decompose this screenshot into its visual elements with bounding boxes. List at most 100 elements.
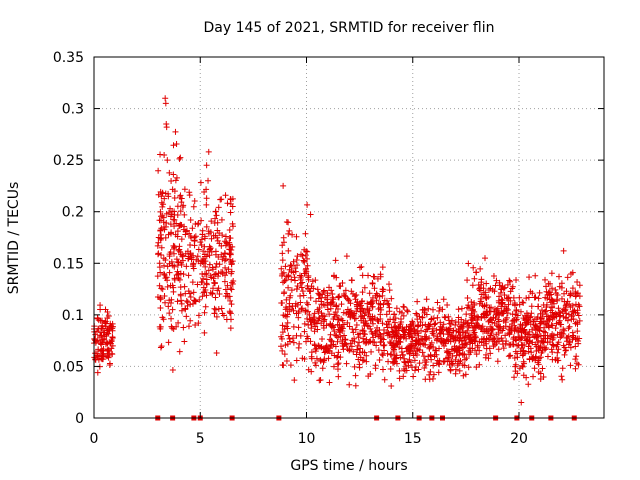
data-point bbox=[439, 306, 446, 313]
y-tick-label: 0.25 bbox=[53, 153, 84, 169]
data-point bbox=[505, 326, 512, 333]
data-point bbox=[553, 343, 560, 350]
data-point bbox=[365, 311, 372, 318]
data-point bbox=[356, 264, 363, 271]
data-point bbox=[536, 289, 543, 296]
data-point bbox=[283, 313, 290, 320]
data-point bbox=[202, 258, 209, 265]
data-point bbox=[187, 217, 194, 224]
data-point bbox=[556, 273, 563, 280]
data-point bbox=[392, 330, 399, 337]
data-point bbox=[501, 292, 508, 299]
data-point bbox=[341, 292, 348, 299]
data-point bbox=[449, 360, 456, 367]
data-point bbox=[401, 358, 408, 365]
data-point bbox=[213, 212, 220, 219]
data-point bbox=[357, 302, 364, 309]
data-point bbox=[179, 204, 186, 211]
data-point bbox=[489, 326, 496, 333]
data-point bbox=[285, 230, 292, 237]
data-point bbox=[467, 334, 474, 341]
data-point bbox=[300, 257, 307, 264]
data-point bbox=[452, 321, 459, 328]
data-point bbox=[490, 343, 497, 350]
data-point bbox=[469, 345, 476, 352]
data-point bbox=[356, 339, 363, 346]
data-point bbox=[92, 331, 99, 338]
data-point bbox=[418, 336, 425, 343]
data-point bbox=[544, 353, 551, 360]
data-point bbox=[222, 192, 229, 199]
data-point bbox=[293, 357, 300, 364]
data-point bbox=[502, 332, 509, 339]
data-point bbox=[535, 325, 542, 332]
data-point bbox=[401, 304, 408, 311]
data-point bbox=[396, 323, 403, 330]
data-point bbox=[104, 308, 111, 315]
data-point bbox=[280, 239, 287, 246]
data-point bbox=[229, 203, 236, 210]
data-point bbox=[351, 338, 358, 345]
data-point bbox=[465, 260, 472, 267]
data-point bbox=[201, 329, 208, 336]
data-point bbox=[334, 312, 341, 319]
data-point bbox=[109, 333, 116, 340]
data-point bbox=[456, 367, 463, 374]
data-point bbox=[452, 356, 459, 363]
data-point bbox=[174, 203, 181, 210]
data-point bbox=[294, 283, 301, 290]
data-point bbox=[289, 231, 296, 238]
data-point bbox=[529, 332, 536, 339]
data-point bbox=[312, 323, 319, 330]
data-point bbox=[171, 276, 178, 283]
data-point bbox=[226, 309, 233, 316]
data-point bbox=[414, 351, 420, 358]
data-point bbox=[455, 328, 462, 335]
data-point bbox=[293, 257, 300, 264]
data-point bbox=[570, 332, 577, 339]
data-point bbox=[461, 362, 468, 369]
data-point bbox=[380, 342, 387, 349]
data-point bbox=[311, 310, 318, 317]
data-point bbox=[162, 299, 169, 306]
data-point bbox=[157, 295, 164, 302]
data-point bbox=[372, 362, 379, 369]
data-point bbox=[200, 275, 207, 282]
data-point bbox=[436, 304, 443, 311]
data-point bbox=[541, 308, 548, 315]
data-point bbox=[108, 345, 115, 352]
data-point bbox=[471, 301, 478, 308]
data-point bbox=[504, 281, 511, 288]
data-point bbox=[482, 255, 488, 262]
data-point bbox=[421, 333, 428, 340]
data-point bbox=[363, 352, 370, 359]
data-point bbox=[501, 284, 508, 291]
data-point bbox=[476, 285, 483, 292]
data-point bbox=[212, 263, 219, 270]
data-point bbox=[302, 252, 309, 259]
data-point bbox=[219, 310, 226, 317]
data-point bbox=[220, 253, 227, 260]
data-point bbox=[567, 344, 574, 351]
data-point bbox=[429, 375, 436, 382]
data-point bbox=[319, 336, 326, 343]
data-point bbox=[173, 256, 180, 263]
data-point bbox=[207, 245, 214, 252]
data-point bbox=[334, 361, 341, 368]
data-point bbox=[477, 285, 484, 292]
data-point bbox=[514, 354, 521, 361]
data-point bbox=[469, 317, 476, 324]
data-point bbox=[422, 362, 429, 369]
data-point bbox=[279, 362, 286, 369]
data-point bbox=[110, 323, 117, 330]
data-point bbox=[312, 359, 319, 366]
data-point bbox=[394, 341, 401, 348]
data-point bbox=[339, 317, 346, 324]
data-point bbox=[369, 303, 376, 310]
data-point bbox=[162, 95, 169, 102]
data-point bbox=[228, 286, 235, 293]
data-point bbox=[353, 321, 360, 328]
data-point bbox=[194, 281, 201, 288]
data-point bbox=[492, 282, 499, 289]
